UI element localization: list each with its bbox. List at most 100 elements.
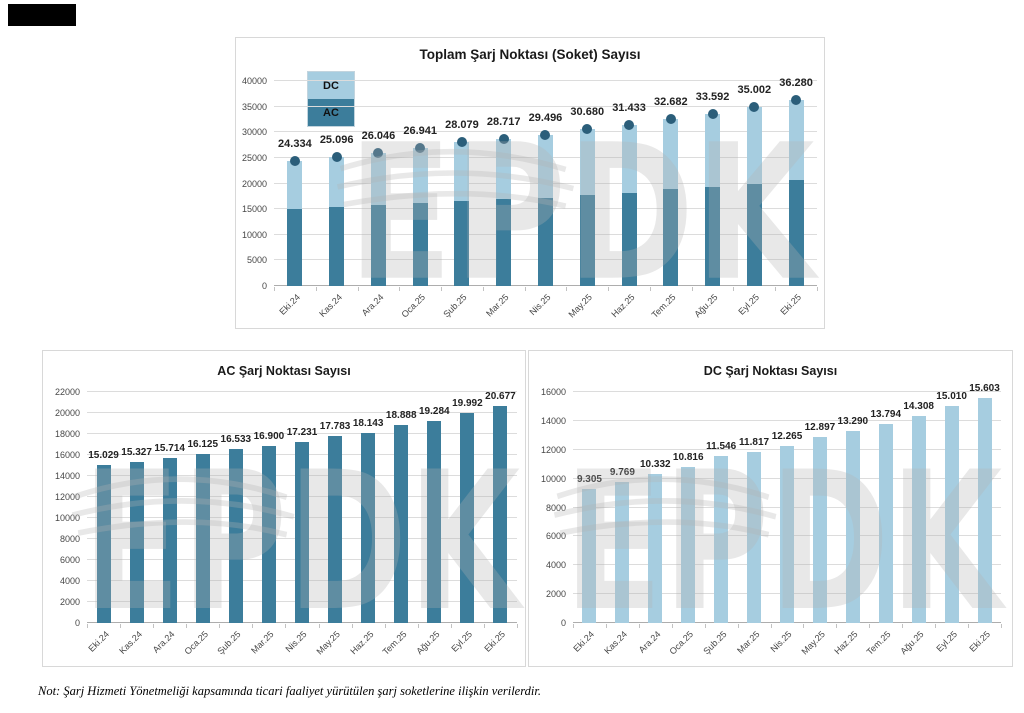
axis-tick (252, 624, 254, 628)
bar-slot: 11.817 (738, 392, 771, 623)
bar (779, 445, 794, 623)
bar-slot: 11.546 (705, 392, 738, 623)
bar-slot: 18.143 (352, 392, 385, 623)
value-label: 15.029 (88, 450, 119, 462)
bar (648, 473, 663, 623)
bar-segment-ac (454, 201, 470, 286)
axis-tick (608, 287, 610, 291)
bar-segment-dc (788, 100, 804, 181)
gridline (274, 105, 817, 107)
axis-tick (733, 287, 735, 291)
total-marker (289, 156, 300, 167)
y-tick-label: 22000 (54, 387, 80, 397)
y-tick-label: 18000 (54, 429, 80, 439)
y-tick-label: 10000 (54, 513, 80, 523)
x-category-label: Oca.25 (667, 629, 696, 657)
gridline (573, 419, 1001, 421)
y-tick-label: 8000 (59, 534, 80, 544)
chart-title-total: Toplam Şarj Noktası (Soket) Sayısı (419, 47, 641, 62)
bar-slot: 20.677 (484, 391, 517, 623)
bar (977, 397, 992, 623)
x-category-label: Haz.25 (347, 629, 376, 657)
y-tick-label: 20000 (54, 408, 80, 418)
legend-ac-swatch: AC (308, 99, 354, 126)
bar-segment-ac (579, 194, 595, 286)
x-category-label: Nis.25 (527, 292, 553, 318)
bar-segment-dc (579, 128, 595, 195)
bar (493, 405, 508, 623)
bar-segment-dc (621, 124, 637, 194)
bar-slot: 17.783 (319, 392, 352, 623)
y-tick-label: 2000 (59, 597, 80, 607)
bar (129, 462, 144, 623)
legend-dc-swatch: DC (308, 72, 354, 99)
bar-segment-ac (788, 180, 804, 286)
bar (162, 458, 177, 623)
y-tick-label: 0 (261, 281, 267, 291)
value-label: 15.010 (936, 391, 967, 403)
axis-tick (517, 624, 518, 628)
y-tick-label: 14000 (540, 415, 566, 426)
axis-tick (285, 624, 287, 628)
chart-panel-dc: DC Şarj Noktası Sayısı 9.305 9.769 10.332 1… (528, 350, 1013, 667)
axis-tick (573, 624, 574, 628)
y-tick-label: 35000 (241, 101, 267, 112)
y-tick-label: 4000 (59, 576, 80, 586)
bar-slot: 28.079 (441, 81, 483, 286)
x-category-label: Tem.25 (380, 629, 409, 657)
value-label: 15.714 (154, 443, 185, 455)
x-category-label: Mar.25 (734, 629, 762, 656)
bar-slot: 25.096 (316, 81, 358, 286)
value-label: 18.143 (352, 417, 384, 429)
x-axis-labels: Eki.24 Kas.24 Ara.24 Oca.25 Şub.25 Mar.25 Nis.… (571, 624, 1002, 666)
total-value-label: 36.280 (779, 77, 813, 90)
total-marker (415, 142, 426, 153)
bar-segment-dc (329, 157, 345, 208)
total-value-label: 26.046 (361, 129, 396, 142)
bar-slot: 19.284 (418, 392, 451, 623)
axis-tick (671, 624, 673, 628)
bar-segment-dc (705, 113, 721, 188)
x-category-label: Şub.25 (441, 292, 470, 320)
y-tick-label: 30000 (241, 127, 267, 138)
bar-slot: 16.900 (252, 392, 285, 623)
bar (714, 456, 729, 623)
axis-tick (351, 624, 353, 628)
total-value-label: 26.941 (403, 124, 437, 137)
y-axis-labels: 0 5000 10000 15000 20000 25000 30000 35000 40000 (236, 76, 267, 291)
total-marker (456, 137, 467, 148)
chart-legend: DC AC (307, 71, 355, 127)
bar-segment-dc (287, 161, 303, 209)
x-category-label: Eki.25 (482, 629, 508, 654)
bar (328, 436, 343, 623)
bar-segment-ac (412, 203, 428, 286)
axis-tick (384, 624, 386, 628)
axis-tick (153, 624, 155, 628)
bar-slot: 35.002 (733, 81, 775, 286)
axis-tick (524, 287, 526, 291)
total-marker (624, 119, 635, 130)
value-label: 16.900 (253, 430, 285, 442)
bar (294, 442, 309, 623)
gridline (573, 391, 1001, 392)
bar-segment-dc (412, 147, 428, 204)
x-category-label: Eki.24 (571, 629, 597, 654)
x-category-label: Ağu.25 (692, 292, 720, 320)
axis-tick (357, 287, 359, 291)
value-label: 10.332 (640, 458, 671, 470)
x-category-label: Haz.25 (832, 629, 860, 657)
axis-tick (605, 624, 607, 628)
bar-segment-ac (621, 193, 637, 286)
value-label: 17.231 (286, 427, 318, 439)
bar (845, 431, 860, 623)
x-category-label: Ağu.25 (414, 629, 442, 657)
bar-slot: 29.496 (525, 81, 567, 286)
value-label: 10.816 (672, 451, 704, 463)
x-category-label: Nis.25 (768, 629, 795, 655)
bar-slot: 24.334 (274, 81, 316, 286)
gridline (87, 412, 517, 413)
redaction-bar (8, 4, 76, 26)
bar-segment-ac (663, 189, 679, 286)
bar-slot: 36.280 (775, 77, 817, 286)
bar-slot: 13.794 (869, 392, 902, 623)
